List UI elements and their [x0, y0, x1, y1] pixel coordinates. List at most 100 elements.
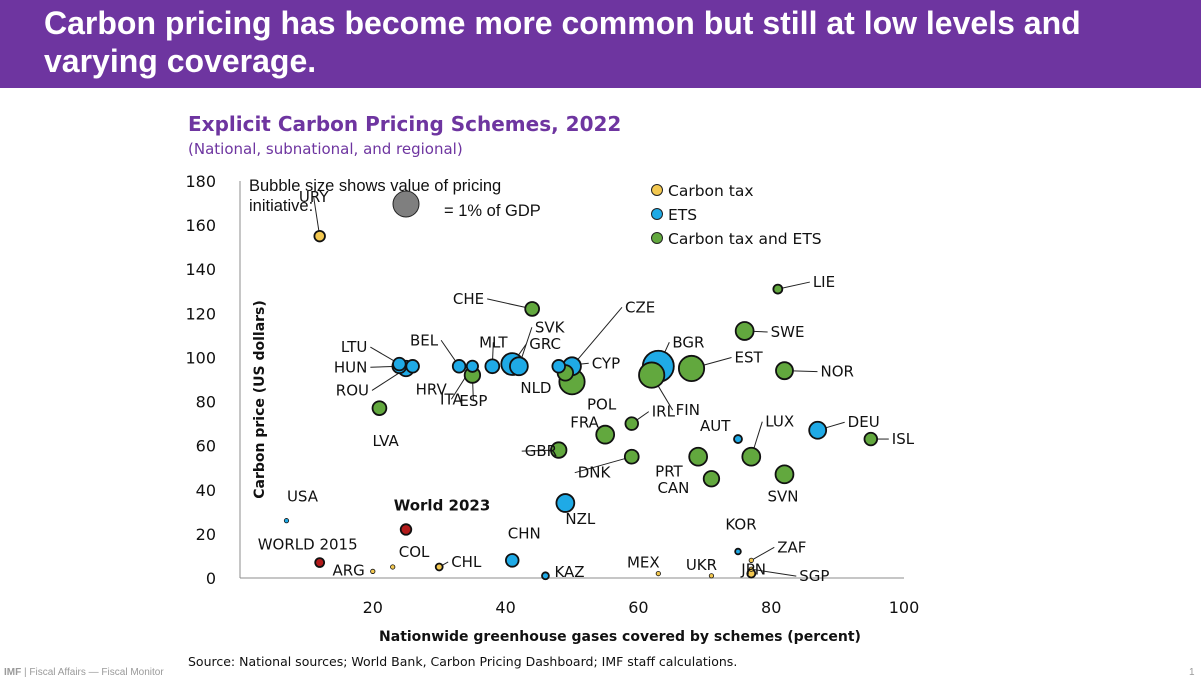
bubble-isl: [863, 431, 879, 447]
label-kaz: KAZ: [554, 563, 584, 581]
label-nld: NLD: [520, 379, 551, 397]
leader-rou: [371, 372, 400, 391]
chart-axes: 0 20 40 60 80 100 120 140 160 180 20 40 60 80 100 Natio…: [185, 172, 919, 645]
page-number: 1: [1189, 667, 1195, 678]
label-grc: GRC: [529, 335, 561, 353]
legend: Bubble size shows value of pricing initia…: [249, 177, 822, 248]
label-hun: HUN: [334, 358, 367, 376]
bubble-kor: [734, 547, 742, 556]
bubble-nor: [775, 361, 794, 381]
bubble-prt: [688, 446, 709, 467]
legend-label-both: Carbon tax and ETS: [668, 230, 822, 248]
leader-grc: [518, 343, 527, 356]
bubble-hrv: [405, 359, 420, 374]
label-est: EST: [735, 348, 764, 366]
label-arg: ARG: [332, 561, 364, 579]
source-note: Source: National sources; World Bank, Ca…: [188, 654, 738, 669]
bubble-lva: [371, 400, 388, 417]
leader-lines: [313, 197, 889, 577]
label-ltu: LTU: [341, 338, 367, 356]
bubble-mex: [655, 570, 661, 577]
leader-lux: [753, 421, 763, 449]
bubble-world-2023: [399, 523, 413, 536]
leader-deu: [825, 421, 845, 429]
label-rou: ROU: [336, 381, 369, 399]
bubble-swe: [734, 321, 755, 341]
label-isl: ISL: [892, 430, 915, 448]
x-tick-label: 80: [761, 598, 781, 617]
label-fin: FIN: [676, 401, 700, 419]
bubble-ltu: [392, 356, 407, 372]
label-cze: CZE: [625, 298, 655, 316]
legend-swatch-tax: [651, 184, 663, 196]
size-note-line-2: initiative:: [249, 197, 313, 215]
bubble-lie: [772, 283, 784, 295]
leader-ltu: [370, 346, 395, 362]
label-fra: FRA: [570, 414, 599, 432]
data-labels: BGR POL FIN EST GRC NZL SVK CZE SWE FRA PRT LUX SVN N…: [258, 188, 915, 585]
y-tick-label: 40: [196, 481, 216, 500]
y-tick-label: 180: [185, 172, 216, 191]
x-tick-label: 100: [889, 598, 920, 617]
leader-svk: [521, 327, 533, 358]
bubble-can: [702, 470, 721, 488]
legend-swatch-ets: [651, 208, 663, 220]
label-sgp: SGP: [799, 567, 829, 585]
leader-esp: [472, 382, 474, 402]
leader-irl: [636, 411, 650, 421]
leader-zaf: [752, 546, 775, 560]
leader-cze: [577, 306, 623, 360]
label-nor: NOR: [820, 363, 853, 381]
chart-subtitle: (National, subnational, and regional): [188, 140, 463, 158]
bubble-mlt: [484, 358, 501, 375]
bubble-sgp: [748, 566, 754, 572]
label-col: COL: [399, 543, 430, 561]
leader-che: [487, 298, 526, 308]
bubble-fra: [595, 424, 616, 445]
leader-est: [703, 356, 732, 366]
chart-title: Explicit Carbon Pricing Schemes, 2022: [188, 112, 622, 136]
brand-department: | Fiscal Affairs — Fiscal Monitor: [21, 667, 164, 678]
slide-title: Carbon pricing has become more common bu…: [44, 5, 1081, 79]
y-tick-label: 60: [196, 437, 216, 456]
label-can: CAN: [657, 479, 689, 497]
leader-mlt: [492, 342, 494, 360]
label-irl: IRL: [652, 403, 676, 421]
leader-bgr: [664, 342, 670, 353]
legend-label-ets: ETS: [668, 206, 697, 224]
label-svk: SVK: [535, 318, 566, 336]
label-usa: USA: [287, 488, 319, 506]
label-mlt: MLT: [479, 333, 508, 351]
data-bubbles: [283, 229, 879, 581]
label-ury: URY: [299, 188, 329, 206]
label-deu: DEU: [848, 413, 880, 431]
bubble-ita: [465, 359, 479, 373]
leader-gbr: [521, 449, 551, 452]
footer-brand: IMF | Fiscal Affairs — Fiscal Monitor: [4, 667, 164, 678]
x-tick-label: 60: [628, 598, 648, 617]
label-bgr: BGR: [672, 333, 704, 351]
label-mex: MEX: [627, 554, 660, 572]
label-dnk: DNK: [578, 464, 612, 482]
y-tick-label: 20: [196, 525, 216, 544]
y-tick-label: 140: [185, 260, 216, 279]
leader-nor: [792, 370, 818, 373]
leader-swe: [753, 330, 768, 333]
label-jpn: JPN: [740, 561, 766, 579]
y-tick-label: 100: [185, 348, 216, 367]
x-tick-label: 40: [495, 598, 515, 617]
label-swe: SWE: [771, 323, 805, 341]
leader-sgp: [753, 569, 797, 577]
leader-chl: [441, 561, 449, 566]
leader-lie: [782, 281, 810, 289]
bubble-ury: [313, 229, 326, 243]
label-prt: PRT: [655, 463, 683, 481]
legend-swatch-both: [651, 232, 663, 244]
bubble-usa: [283, 518, 290, 524]
y-tick-label: 160: [185, 216, 216, 235]
y-axis-title: Carbon price (US dollars): [252, 300, 268, 499]
x-tick-label: 20: [363, 598, 383, 617]
label-zaf: ZAF: [777, 538, 806, 556]
label-che: CHE: [453, 290, 484, 308]
size-note-line-1: Bubble size shows value of pricing: [249, 177, 501, 195]
